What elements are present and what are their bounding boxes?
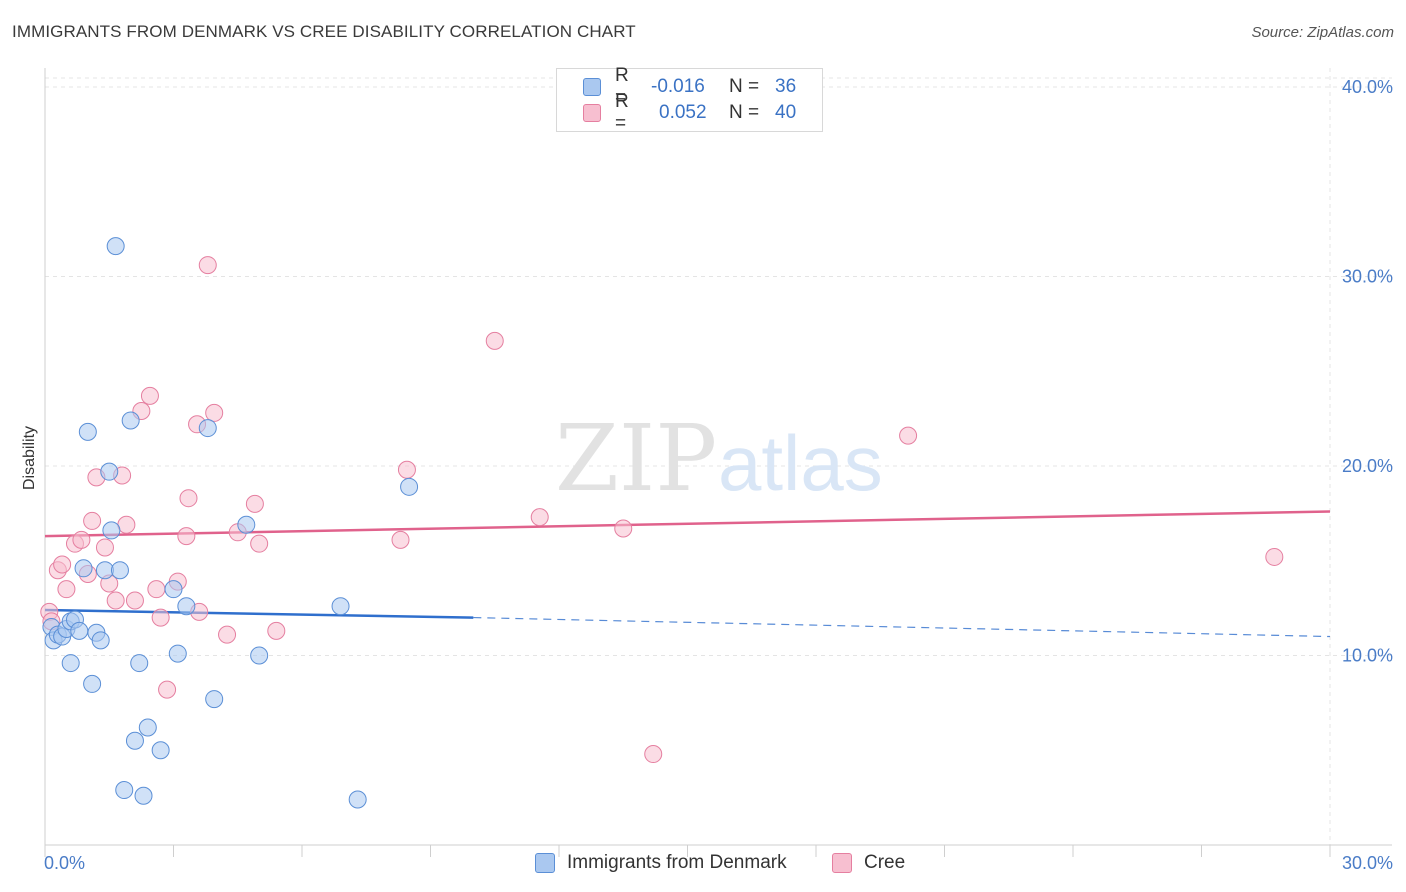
watermark-zip: ZIP <box>555 405 717 512</box>
cree-point-40 <box>1265 547 1284 566</box>
data-points <box>40 237 1284 809</box>
legend-swatch-pink <box>583 104 601 122</box>
denmark-point-25 <box>164 580 183 599</box>
y-tick-labels: 10.0% 20.0% 30.0% 40.0% <box>1342 77 1393 666</box>
cree-point-3 <box>53 555 72 574</box>
gridlines <box>45 68 1392 845</box>
cree-point-8 <box>83 511 102 530</box>
bottom-legend-cree: Cree <box>832 852 905 874</box>
cree-point-10 <box>95 538 114 557</box>
cree-point-38 <box>644 745 663 764</box>
chart-title: IMMIGRANTS FROM DENMARK VS CREE DISABILI… <box>12 22 636 41</box>
cree-point-15 <box>125 591 144 610</box>
cree-point-36 <box>530 508 549 527</box>
denmark-point-22 <box>134 786 153 805</box>
cree-point-4 <box>57 580 76 599</box>
y-tick-label-20: 20.0% <box>1342 456 1393 476</box>
cree-point-31 <box>250 534 269 553</box>
denmark-point-34 <box>400 477 419 496</box>
x-tick-label-0: 0.0% <box>44 853 85 873</box>
denmark-point-15 <box>102 521 121 540</box>
legend-r-label: R = <box>615 91 629 134</box>
trend-lines <box>44 510 1331 638</box>
cree-point-37 <box>614 519 633 538</box>
legend-swatch-blue <box>583 78 601 96</box>
bottom-legend-swatch-pink <box>832 853 852 873</box>
bottom-legend-swatch-blue <box>535 853 555 873</box>
denmark-point-19 <box>121 411 140 430</box>
cree-point-34 <box>397 460 416 479</box>
cree-point-19 <box>151 608 170 627</box>
legend-n-value: 36 <box>775 76 797 97</box>
denmark-point-27 <box>177 597 196 616</box>
cree-point-14 <box>117 515 136 534</box>
y-tick-label-40: 40.0% <box>1342 77 1393 97</box>
watermark-atlas: atlas <box>718 419 883 507</box>
trend-line-cree <box>44 510 1331 538</box>
y-tick-label-10: 10.0% <box>1342 645 1393 665</box>
cree-point-17 <box>140 386 159 405</box>
denmark-point-7 <box>70 621 89 640</box>
denmark-point-23 <box>138 718 157 737</box>
denmark-point-18 <box>115 781 134 800</box>
x-tick-marks <box>44 845 1331 857</box>
denmark-point-26 <box>168 644 187 663</box>
y-tick-label-30: 30.0% <box>1342 266 1393 286</box>
bottom-legend-denmark: Immigrants from Denmark <box>535 852 787 874</box>
denmark-point-28 <box>198 419 217 438</box>
bottom-legend-label-denmark: Immigrants from Denmark <box>567 852 787 873</box>
denmark-point-14 <box>100 462 119 481</box>
trend-line-denmark <box>44 608 474 619</box>
bottom-legend-label-cree: Cree <box>864 852 906 873</box>
x-tick-label-30: 30.0% <box>1342 853 1393 873</box>
cree-point-18 <box>147 580 166 599</box>
legend-r-label: R = <box>615 65 629 108</box>
denmark-point-32 <box>331 597 350 616</box>
legend-r-value: 0.052 <box>659 102 707 123</box>
legend-n-value: 40 <box>775 102 797 123</box>
legend-row-denmark: R = -0.016 N = 36 <box>583 65 797 108</box>
cree-point-39 <box>899 426 918 445</box>
cree-point-32 <box>267 621 286 640</box>
denmark-point-33 <box>348 790 367 809</box>
cree-point-35 <box>485 331 504 350</box>
denmark-point-21 <box>130 654 149 673</box>
correlation-legend: R = -0.016 N = 36 R = 0.052 N = 40 <box>556 65 823 134</box>
x-tick-labels: 0.0% 30.0% <box>44 853 1393 873</box>
cree-point-20 <box>158 680 177 699</box>
denmark-point-20 <box>125 731 144 750</box>
y-axis-label: Disability <box>21 426 38 490</box>
cree-point-33 <box>391 530 410 549</box>
legend-r-value: -0.016 <box>651 76 705 97</box>
denmark-point-10 <box>83 674 102 693</box>
denmark-point-9 <box>78 422 97 441</box>
cree-point-30 <box>245 494 264 513</box>
legend-n-label: N = <box>729 102 760 123</box>
denmark-point-12 <box>91 631 110 650</box>
legend-n-label: N = <box>729 76 760 97</box>
denmark-point-31 <box>250 646 269 665</box>
denmark-point-13 <box>95 561 114 580</box>
trend-line-denmark-extension <box>473 616 1331 638</box>
denmark-point-29 <box>205 690 224 709</box>
cree-point-22 <box>177 527 196 546</box>
axes <box>44 68 1392 846</box>
cree-point-26 <box>198 256 217 275</box>
cree-point-6 <box>72 530 91 549</box>
denmark-point-24 <box>151 741 170 760</box>
denmark-point-35 <box>61 654 80 673</box>
denmark-point-17 <box>110 561 129 580</box>
denmark-point-8 <box>74 559 93 578</box>
legend-row-cree: R = 0.052 N = 40 <box>583 91 797 134</box>
chart-source: Source: ZipAtlas.com <box>1251 24 1394 41</box>
denmark-point-16 <box>106 237 125 256</box>
cree-point-23 <box>179 489 198 508</box>
cree-point-12 <box>106 591 125 610</box>
cree-point-28 <box>218 625 237 644</box>
denmark-point-30 <box>237 515 256 534</box>
cree-point-27 <box>205 403 224 422</box>
